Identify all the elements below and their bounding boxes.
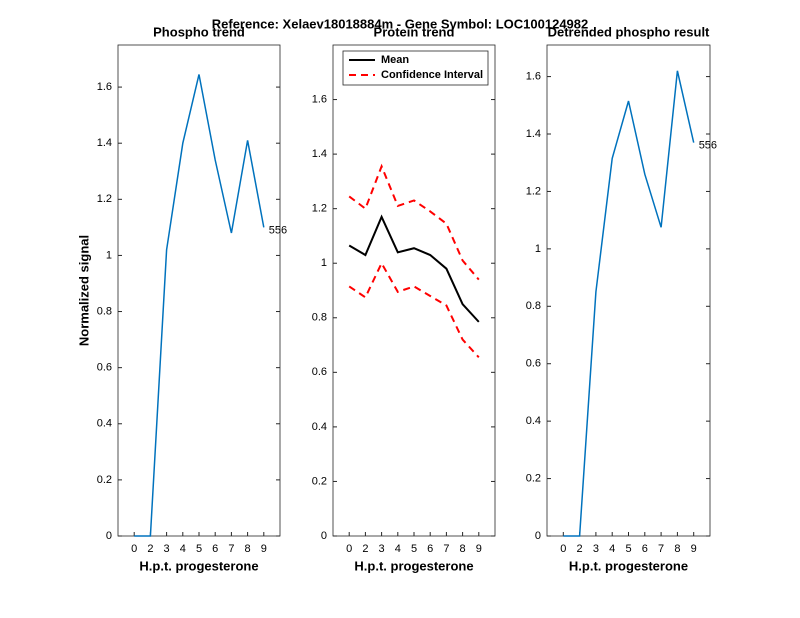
x-axis-label: H.p.t. progesterone bbox=[569, 558, 688, 573]
x-tick-label: 5 bbox=[411, 543, 417, 555]
y-tick-label: 0 bbox=[321, 530, 327, 542]
x-tick-label: 2 bbox=[147, 543, 153, 555]
y-tick-label: 1.6 bbox=[97, 81, 112, 93]
y-tick-label: 1.4 bbox=[526, 128, 541, 140]
x-tick-label: 8 bbox=[674, 543, 680, 555]
legend: Mean Confidence Interval bbox=[342, 50, 489, 86]
x-tick-label: 9 bbox=[691, 543, 697, 555]
x-tick-label: 0 bbox=[131, 543, 137, 555]
axes-title: Detrended phospho result bbox=[548, 24, 710, 39]
x-tick-label: 4 bbox=[395, 543, 401, 555]
x-tick-label: 0 bbox=[346, 543, 352, 555]
ci-upper-line bbox=[348, 163, 480, 281]
x-tick-label: 5 bbox=[196, 543, 202, 555]
y-tick-label: 1.6 bbox=[312, 93, 327, 105]
mean-line bbox=[348, 214, 480, 323]
x-tick-label: 4 bbox=[180, 543, 186, 555]
y-tick-label: 0 bbox=[106, 530, 112, 542]
y-tick-label: 0.4 bbox=[526, 415, 541, 427]
y-tick-label: 0.6 bbox=[312, 366, 327, 378]
x-tick-label: 7 bbox=[443, 543, 449, 555]
x-tick-label: 8 bbox=[245, 543, 251, 555]
y-tick-label: 0.2 bbox=[312, 475, 327, 487]
end-label: 556 bbox=[269, 224, 287, 236]
x-tick-label: 3 bbox=[593, 543, 599, 555]
x-tick-label: 8 bbox=[460, 543, 466, 555]
x-tick-label: 4 bbox=[609, 543, 615, 555]
y-tick-label: 1.4 bbox=[312, 148, 327, 160]
y-tick-label: 1.2 bbox=[526, 185, 541, 197]
y-tick-label: 1.4 bbox=[97, 137, 112, 149]
axes-title: Protein trend bbox=[374, 24, 455, 39]
y-tick-label: 0.6 bbox=[97, 362, 112, 374]
y-tick-label: 1 bbox=[321, 257, 327, 269]
y-tick-label: 1 bbox=[106, 249, 112, 261]
y-tick-label: 1 bbox=[535, 243, 541, 255]
y-tick-label: 0.2 bbox=[526, 472, 541, 484]
y-tick-label: 0.4 bbox=[97, 418, 112, 430]
legend-box bbox=[342, 50, 489, 86]
ci-lower-line bbox=[348, 261, 480, 359]
y-tick-label: 0.8 bbox=[97, 305, 112, 317]
x-tick-label: 6 bbox=[642, 543, 648, 555]
y-tick-label: 0.4 bbox=[312, 421, 327, 433]
x-tick-label: 0 bbox=[560, 543, 566, 555]
x-axis-label: H.p.t. progesterone bbox=[139, 558, 258, 573]
y-tick-label: 0.8 bbox=[526, 300, 541, 312]
y-axis-label: Normalized signal bbox=[76, 235, 91, 346]
x-tick-label: 5 bbox=[625, 543, 631, 555]
x-tick-label: 6 bbox=[427, 543, 433, 555]
y-tick-label: 1.2 bbox=[312, 203, 327, 215]
x-tick-label: 3 bbox=[164, 543, 170, 555]
x-tick-label: 7 bbox=[228, 543, 234, 555]
legend-label: Mean bbox=[381, 54, 409, 66]
legend-label: Confidence Interval bbox=[381, 69, 483, 81]
x-tick-label: 3 bbox=[379, 543, 385, 555]
end-label: 556 bbox=[699, 140, 717, 152]
axes-title: Phospho trend bbox=[153, 24, 245, 39]
x-tick-label: 7 bbox=[658, 543, 664, 555]
y-tick-label: 0.6 bbox=[526, 358, 541, 370]
x-axis-label: H.p.t. progesterone bbox=[354, 558, 473, 573]
x-tick-label: 9 bbox=[261, 543, 267, 555]
line bbox=[134, 74, 265, 537]
y-tick-label: 1.2 bbox=[97, 193, 112, 205]
y-tick-label: 0.2 bbox=[97, 474, 112, 486]
x-tick-label: 6 bbox=[212, 543, 218, 555]
y-tick-label: 1.6 bbox=[526, 70, 541, 82]
x-tick-label: 9 bbox=[476, 543, 482, 555]
figure-title: Reference: Xelaev18018884m - Gene Symbol… bbox=[212, 16, 589, 31]
y-tick-label: 0.8 bbox=[312, 312, 327, 324]
line bbox=[563, 70, 695, 537]
x-tick-label: 2 bbox=[362, 543, 368, 555]
x-tick-label: 2 bbox=[577, 543, 583, 555]
y-tick-label: 0 bbox=[535, 530, 541, 542]
